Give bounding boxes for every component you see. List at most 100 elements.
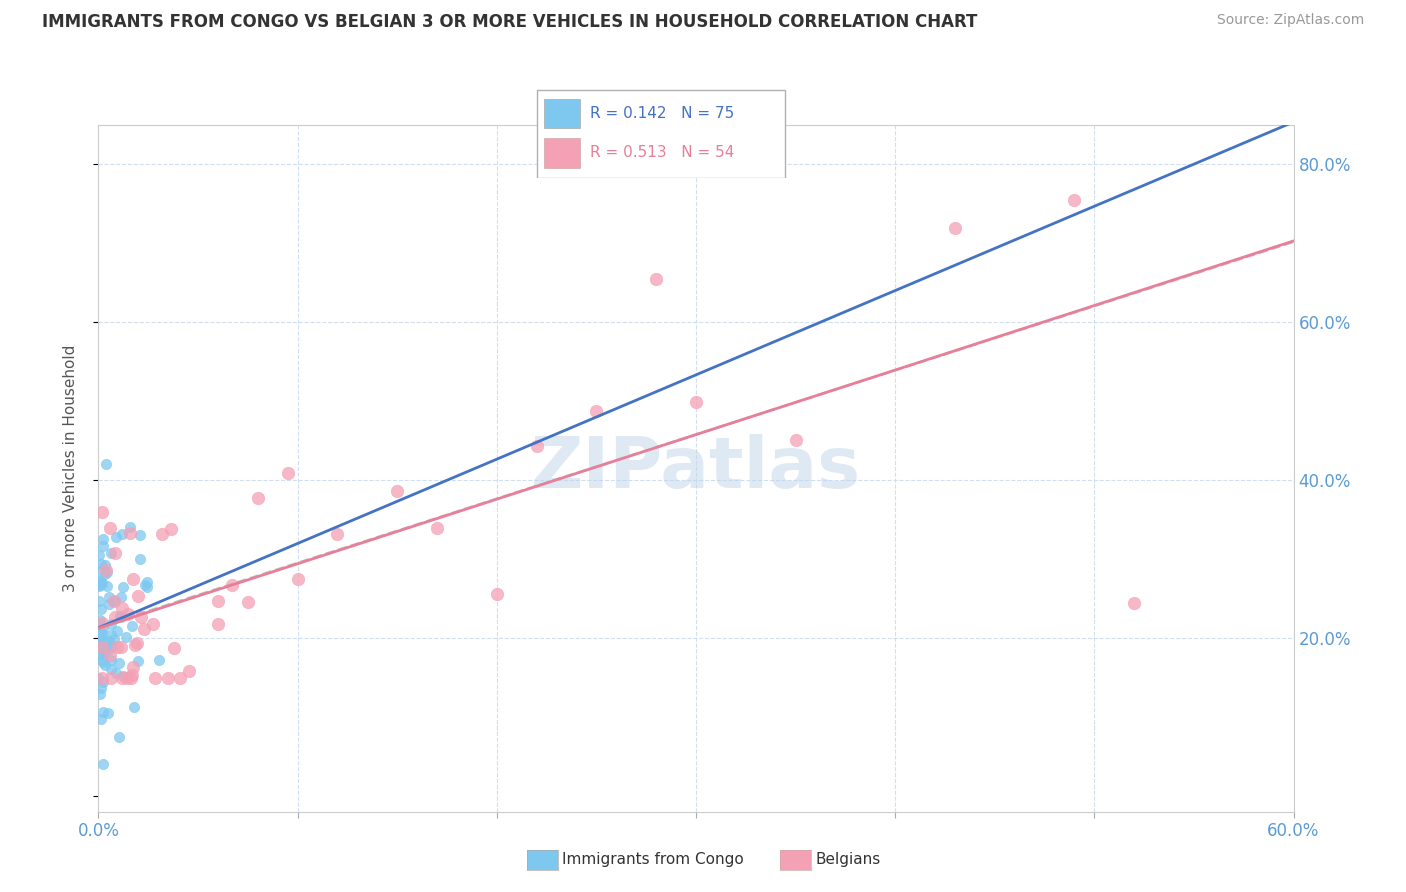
Point [100, 671, 122, 685]
Point [127, 654, 149, 668]
Point [121, 619, 143, 633]
FancyBboxPatch shape [544, 99, 579, 128]
Point [89, 626, 111, 640]
Point [169, 671, 191, 685]
Point [100, 616, 122, 631]
Point [90, 626, 112, 640]
Point [90, 681, 112, 695]
Point [118, 525, 141, 540]
Point [287, 572, 309, 586]
Point [94, 658, 117, 673]
Point [90, 602, 112, 616]
Point [104, 610, 127, 624]
Point [93, 635, 115, 649]
Point [108, 657, 131, 671]
Point [207, 593, 229, 607]
Point [111, 580, 134, 594]
Point [108, 608, 131, 623]
Point [100, 521, 122, 535]
Point [585, 404, 607, 418]
Point [103, 632, 125, 646]
Point [118, 520, 141, 534]
Point [91, 671, 114, 685]
Point [90, 648, 112, 662]
Point [207, 617, 229, 632]
Point [94, 563, 117, 577]
Point [104, 665, 127, 680]
Point [112, 669, 135, 683]
Point [89, 578, 111, 592]
Text: Belgians: Belgians [815, 853, 880, 867]
Point [110, 609, 132, 624]
Point [115, 630, 138, 644]
Point [122, 660, 145, 674]
Point [97, 634, 120, 648]
Point [87, 617, 110, 632]
Point [93, 644, 115, 658]
Point [87, 579, 110, 593]
Point [100, 663, 122, 677]
Point [94, 558, 117, 572]
Point [89, 686, 111, 700]
Text: Immigrants from Congo: Immigrants from Congo [562, 853, 744, 867]
Text: R = 0.513   N = 54: R = 0.513 N = 54 [591, 145, 734, 161]
Point [108, 730, 131, 744]
Point [121, 668, 143, 682]
Point [91, 640, 114, 654]
Point [111, 601, 134, 615]
Point [1123, 595, 1146, 609]
Point [100, 639, 122, 653]
Point [177, 664, 200, 678]
Point [117, 607, 139, 622]
Point [156, 671, 179, 685]
Point [91, 621, 114, 635]
Point [134, 622, 156, 636]
Point [110, 640, 132, 654]
Point [87, 671, 110, 685]
Point [277, 466, 299, 480]
Text: ZIPatlas: ZIPatlas [531, 434, 860, 503]
Point [426, 521, 449, 535]
Point [91, 705, 114, 719]
Point [94, 566, 117, 581]
Point [90, 558, 112, 572]
Point [98, 641, 121, 656]
Point [100, 546, 122, 560]
Point [124, 638, 146, 652]
Point [90, 712, 112, 726]
Point [943, 220, 966, 235]
Point [127, 589, 149, 603]
Point [160, 522, 183, 536]
Point [221, 578, 243, 592]
Point [97, 640, 120, 654]
Point [100, 652, 122, 666]
Point [97, 597, 120, 611]
Text: Source: ZipAtlas.com: Source: ZipAtlas.com [1216, 13, 1364, 28]
Point [115, 671, 138, 685]
Point [785, 434, 807, 448]
Point [136, 580, 159, 594]
Point [89, 613, 111, 627]
Text: IMMIGRANTS FROM CONGO VS BELGIAN 3 OR MORE VEHICLES IN HOUSEHOLD CORRELATION CHA: IMMIGRANTS FROM CONGO VS BELGIAN 3 OR MO… [42, 13, 977, 31]
Point [91, 615, 114, 630]
Point [326, 527, 349, 541]
Point [90, 574, 112, 589]
Point [96, 579, 118, 593]
Point [90, 565, 112, 579]
Point [103, 546, 125, 560]
Point [89, 638, 111, 652]
Point [93, 539, 115, 553]
Point [148, 653, 170, 667]
Y-axis label: 3 or more Vehicles in Household: 3 or more Vehicles in Household [63, 344, 77, 592]
Point [120, 671, 142, 685]
Point [91, 675, 114, 690]
Point [134, 578, 156, 592]
Point [87, 548, 110, 562]
Point [91, 655, 114, 669]
Point [87, 574, 110, 589]
Point [90, 632, 112, 646]
Point [136, 574, 159, 589]
Point [129, 552, 152, 566]
Point [89, 633, 111, 648]
Point [129, 610, 152, 624]
